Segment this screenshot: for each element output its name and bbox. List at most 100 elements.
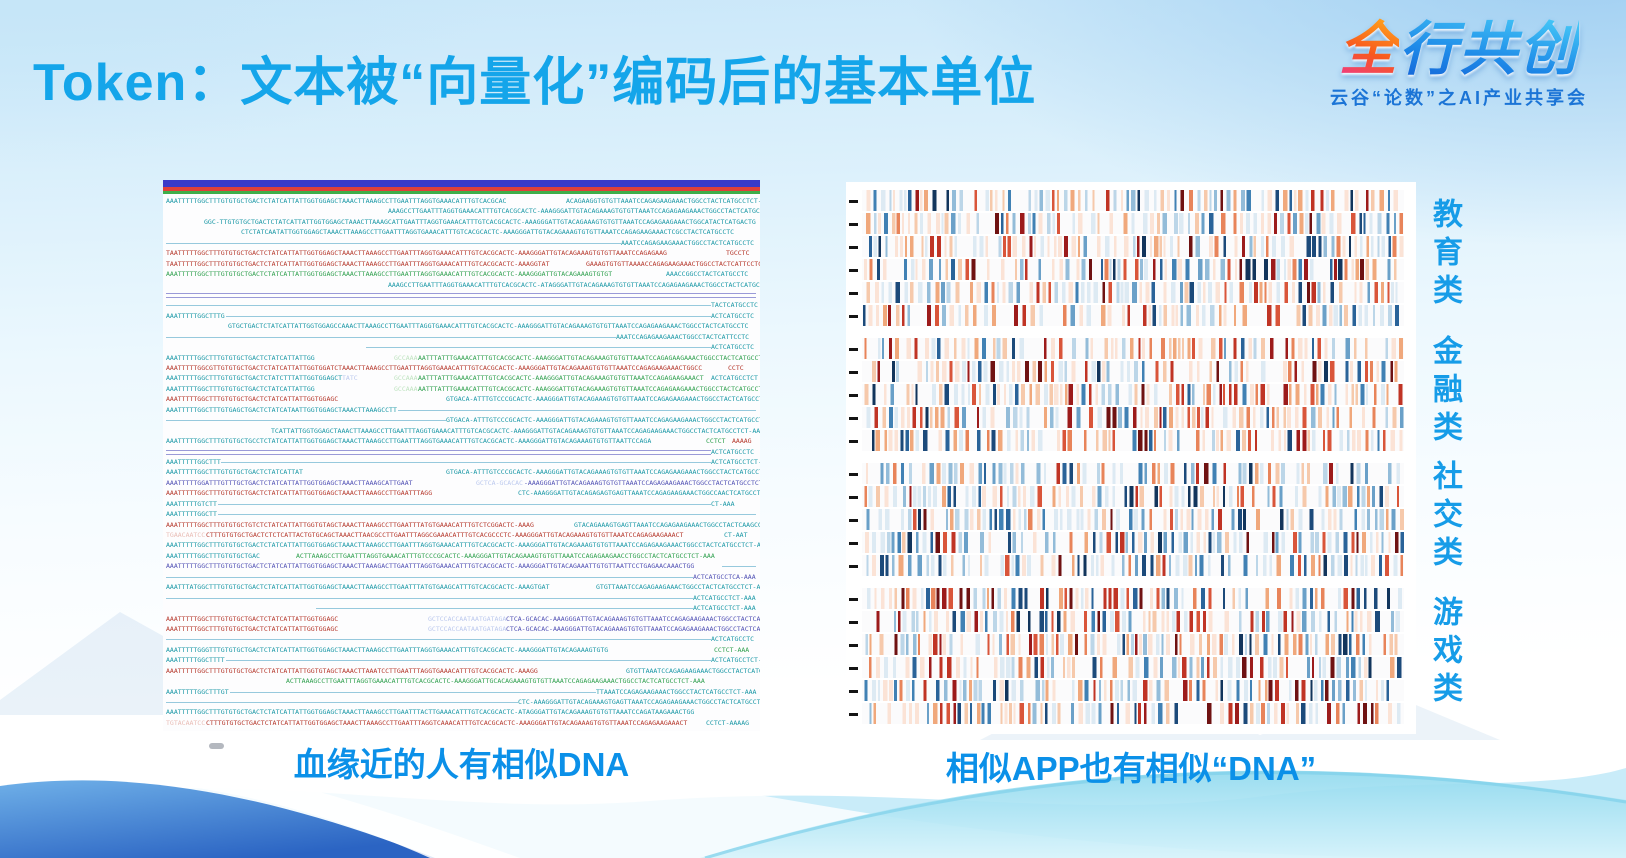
- sequence-segment: AAATTTTTGGCTTTGTGTGCTGACTCTATCATTATTGGTG…: [166, 395, 339, 404]
- gap-line: [166, 597, 693, 599]
- dna-row: ACTCATGCCTC: [166, 634, 760, 644]
- row-tick: [849, 199, 858, 203]
- sequence-segment: ACTCATGCCTCA-AAA: [693, 572, 756, 581]
- sequence-segment: GAAAGTGTGTTAAAACCAGAGAAGAAACTGGCCTACTCAT…: [586, 259, 760, 268]
- row-tick: [849, 370, 858, 374]
- sequence-segment: ACTCATGCCTC: [711, 311, 755, 320]
- heatmap-row: [862, 282, 1404, 303]
- gap-line: [166, 336, 616, 338]
- sequence-segment: GGC-TTGTGTGCTGACTCTATCATTATTGGTGGAGCTAAA…: [204, 217, 756, 226]
- category-label: 教育类: [1428, 198, 1461, 312]
- dna-row: AAATTTTTGGCTTTGTGTGCTGACTCTATCATTATTGGTG…: [166, 624, 760, 634]
- sequence-segment: AATTTATTTGAAACATTTGTCACGCACTC-AAAGGGATTG…: [418, 374, 704, 383]
- dna-row: AAATTTTTGGCTTTGTGTGCTGACTCTATCATTATTGGTG…: [166, 196, 760, 206]
- sequence-segment: AAATTTTTGGCTTTGTGTGCTGACTCTATCATTATTGGTG…: [166, 270, 613, 279]
- sequence-segment: GCCAAA: [394, 353, 418, 362]
- heatmap-row: [862, 634, 1404, 655]
- sequence-segment: ACTCATGCCTC: [711, 447, 755, 456]
- coverage-track-red: [163, 187, 760, 191]
- sequence-segment: GCCAAA: [394, 384, 418, 393]
- dna-row: AAATTTTTGGCTTTGTGTGCTGACTCTATCATTATTGGTG…: [166, 488, 760, 498]
- sequence-segment: CCTCT-AAAAG: [706, 718, 750, 727]
- dna-row: AAATTTTTGGCTTTGTGTGCTGACTCTATCATTATTGGTG…: [166, 666, 760, 676]
- dna-row: AAATTTTTGGCTTTG ACTCATGCCTC: [166, 311, 760, 321]
- scrollbar-thumb[interactable]: [209, 743, 224, 749]
- gap-line: [166, 576, 693, 578]
- sequence-segment: CT-AAT: [724, 531, 748, 539]
- sequence-segment: AAACCGGCCTACTCATGCCTC: [666, 270, 749, 279]
- dna-row: CTCTATCAATATTGGTGGAGCTAAACTTAAAGCCTTGAAT…: [166, 227, 760, 237]
- row-tick: [849, 291, 858, 295]
- sequence-segment: CCTCT-AAA: [714, 645, 750, 654]
- sequence-segment: CT-AAA: [711, 499, 735, 508]
- dna-row: AAATTTTTGGGTTTGTGTGCTGACTCTATCATTATTGGTG…: [166, 645, 760, 655]
- row-tick: [849, 314, 858, 318]
- dna-row: ACTCATGCCTC: [166, 447, 760, 457]
- dna-row: AAATCCAGAGAAGAAACTGGCCTACTCATTCCTC: [166, 332, 760, 342]
- sequence-segment: CTC-AAAGGGATTGTACAGAGAGTGAGTTAAATCCAGAGA…: [518, 489, 760, 498]
- category-label: 社交类: [1428, 459, 1461, 574]
- row-tick: [849, 222, 858, 226]
- sequence-segment: CTCA-GCACAC-AAAGGGATTGTACAGAAAGTGTGTTAAA…: [506, 624, 760, 633]
- dna-row: AAAGCCTTGAATTTAGGTGAAACATTTGTCACGCACTC-A…: [166, 206, 760, 216]
- sequence-segment: CTCTATCAATATTGGTGGAGCTAAACTTAAAGCCTTGAAT…: [241, 228, 735, 237]
- dna-row: TGTACAATCC CTTTGTGTGCTGACTCTATCATTATTGGTG…: [166, 718, 760, 728]
- sequence-segment: AAATTTTTGGATTTGTTTGCTGACTCTATCATTATTGGTG…: [166, 478, 413, 487]
- sequence-segment: GTGACA-ATTTGTCCCGCACTC-AAAGGGATTGTACAGAA…: [446, 468, 760, 477]
- logo-wordmark: 全行共创: [1330, 18, 1588, 82]
- dna-row: TACTCATGCCTC: [166, 300, 760, 310]
- sequence-segment: TGAACAATCC: [166, 531, 206, 539]
- dna-row: AAATTTTTGGCTTTGTGTGCTGACTCTATCATTATTGG GC…: [166, 384, 760, 394]
- row-tick: [849, 518, 858, 522]
- coverage-track-green: [163, 191, 760, 194]
- row-tick: [849, 439, 858, 443]
- sequence-segment: TGTACAATCC: [166, 718, 206, 727]
- dna-row: AAATTTTTGTCTT CT-AAA: [166, 499, 760, 509]
- dna-row: AAATTTTTGGCTTTGTGAGCTGACTCTATCATAATTGGTG…: [166, 405, 760, 415]
- row-tick: [849, 472, 858, 476]
- sequence-segment: TATC: [342, 374, 358, 383]
- heatmap-row: [862, 190, 1404, 211]
- dna-row: AAATCCAGAGAAGAAACTGGCCTACTCATGCCTC: [166, 238, 760, 248]
- heatmap-row: [862, 430, 1404, 451]
- gap-line: [398, 409, 756, 411]
- dna-row: AAATTTTTGGCTTTGTGTGCTGCCTCTATCATTATTGGTG…: [166, 436, 760, 446]
- row-tick: [849, 541, 858, 545]
- sequence-segment: TTAAATCCAGAGAAGAAACTGGCCTACTCATGCCTCT-AA…: [596, 687, 757, 696]
- sequence-segment: ACTCATGCCTCT-AAA: [711, 656, 760, 665]
- row-tick: [849, 597, 858, 601]
- heatmap-row: [862, 259, 1404, 280]
- dna-row: TAATTTTTGGCTTTGTGTGCTGACTCTATCATTATTGGTG…: [166, 248, 760, 258]
- sequence-segment: ACAGAAGGTGTGTTAAATCCAGAGAAGAAACTGGCCTACT…: [566, 197, 760, 205]
- heatmap-row: [862, 463, 1404, 484]
- sequence-segment: ACTCATGCCTCT: [711, 374, 758, 383]
- dna-row: AAATTTATGGCTTTGTGTGCTGACTCTATCATTATTGGTG…: [166, 582, 760, 592]
- sequence-segment: AATTTATTTGAAACATTTGTCACGCACTC-AAAGGGATTG…: [418, 384, 760, 393]
- sequence-segment: AAAGCCTTGAATTTAGGTGAAACATTTGTCACGCACTC-A…: [388, 207, 760, 216]
- gap-line: [166, 420, 446, 422]
- sequence-segment: TGCCTC: [726, 249, 750, 258]
- heatmap-row: [862, 532, 1404, 553]
- dna-row: CTC-AAAGGGATTGTACAGAAAGTGAGTTAAATCCAGAGA…: [166, 697, 760, 707]
- dna-row: AAATTTTTGGCTTTGTGTGCTGACTCTATCATTATTGGTG…: [166, 614, 760, 624]
- gap-line: [166, 305, 711, 307]
- dna-row: ACTCATGCCTCT-AAA: [166, 603, 760, 613]
- sequence-segment: CTC-AAAGGGATTGTACAGAAAGTGAGTTAAATCCAGAGA…: [518, 698, 760, 706]
- sequence-segment: AAATTTTTGGCTTTGTGTGCTGACTCTATCATTATTGGTG…: [166, 614, 339, 623]
- dna-row: TAATTTTTGGCTTTGTGTGCTGACTCTATCATTATTGGTG…: [166, 259, 760, 269]
- row-tick: [849, 564, 858, 568]
- sequence-segment: GTGACA-ATTTGTCCCGCACTC-AAAGGGATTGTACAGAA…: [446, 416, 760, 425]
- sequence-segment: AAATTTATGGCTTTGTGTGCTGACTCTATCATTATTGGTG…: [166, 583, 550, 592]
- dna-alignment-figure: AAATTTTTGGCTTTGTGTGCTGACTCTATCATTATTGGTG…: [163, 180, 760, 731]
- heatmap-row: [862, 703, 1404, 724]
- gap-line: [316, 608, 693, 610]
- sequence-segment: ACTCATGCCTC: [711, 343, 755, 352]
- dna-row: TGAACAATCC CTTTGTGTGCTGACTCTCTCATTACTGTGC…: [166, 530, 760, 540]
- sequence-segment: TCATTATTGGTGGAGCTAAACTTAAAGCCTTGAATTTAGG…: [271, 426, 760, 435]
- sequence-segment: AAATTTTTGGCTTT: [166, 457, 221, 466]
- dna-row: [166, 290, 760, 300]
- sequence-segment: AAATTTTTGGCTTTGTGTGCTGACTCTATCATTATTGGTG…: [166, 666, 538, 675]
- dna-row: AAATTTTTGGCTTTGT TTAAATCCAGAGAAGAAACTGGCC…: [166, 687, 760, 697]
- dna-row: AAATTTTTGGCTTTGTGTGCTGACTCTATCATTATTGGTG…: [166, 269, 760, 279]
- sequence-segment: GTGTTAAATCCAGAGAAGAAACTGGCCTACTCATGCCTCT…: [626, 666, 760, 675]
